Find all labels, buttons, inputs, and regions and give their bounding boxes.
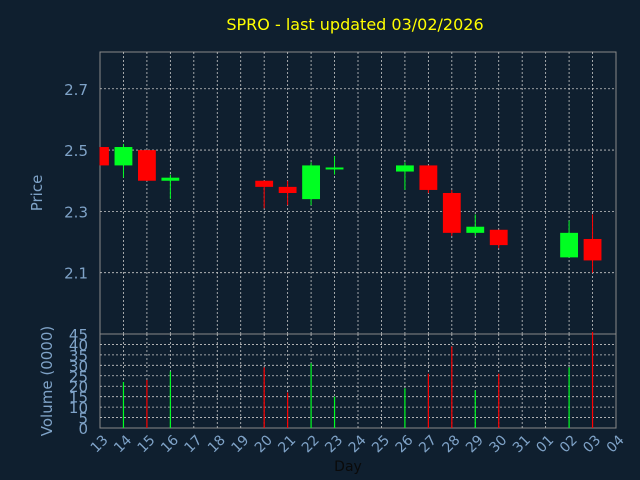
candle-body — [137, 150, 156, 181]
volume-tick-label: 0 — [78, 420, 88, 438]
candle-body — [114, 147, 133, 166]
candle-body — [560, 232, 579, 258]
candle-body — [278, 186, 297, 193]
volume-tick-label: 45 — [69, 326, 88, 344]
price-tick-label: 2.3 — [64, 203, 88, 221]
candle-body — [489, 229, 508, 246]
price-tick-label: 2.1 — [64, 265, 88, 283]
candle-body — [325, 167, 344, 170]
volume-tick-label: 10 — [69, 399, 88, 417]
x-axis: 13 14 15 16 17 18 19 20 21 22 23 24 25 26 27 28 29 30 31 01… — [88, 432, 628, 456]
volume-tick-label: 35 — [69, 347, 88, 365]
volume-tick-label: 5 — [78, 410, 88, 428]
price-axis-label: Price — [28, 175, 46, 212]
candle-body — [255, 180, 274, 187]
candle-body — [466, 226, 485, 233]
candle-body — [442, 193, 461, 233]
volume-tick-label: 20 — [69, 378, 88, 396]
x-axis-label: Day — [334, 459, 362, 475]
candle-body — [100, 147, 109, 166]
price-tick-label: 2.7 — [64, 81, 88, 99]
volume-axis-label: Volume (0000) — [38, 326, 56, 436]
chart-title: SPRO - last updated 03/02/2026 — [226, 15, 483, 34]
candle-body — [419, 165, 438, 190]
volume-tick-label: 15 — [69, 389, 88, 407]
candle-body — [161, 177, 180, 181]
candle-body — [395, 165, 414, 172]
volume-tick-label: 30 — [69, 357, 88, 375]
candle-body — [583, 238, 602, 261]
price-tick-label: 2.5 — [64, 142, 88, 160]
volume-tick-label: 40 — [69, 336, 88, 354]
price-panel: 2.1 2.3 2.5 2.7 — [64, 51, 617, 335]
volume-tick-label: 25 — [69, 368, 88, 386]
candle-body — [302, 165, 321, 200]
